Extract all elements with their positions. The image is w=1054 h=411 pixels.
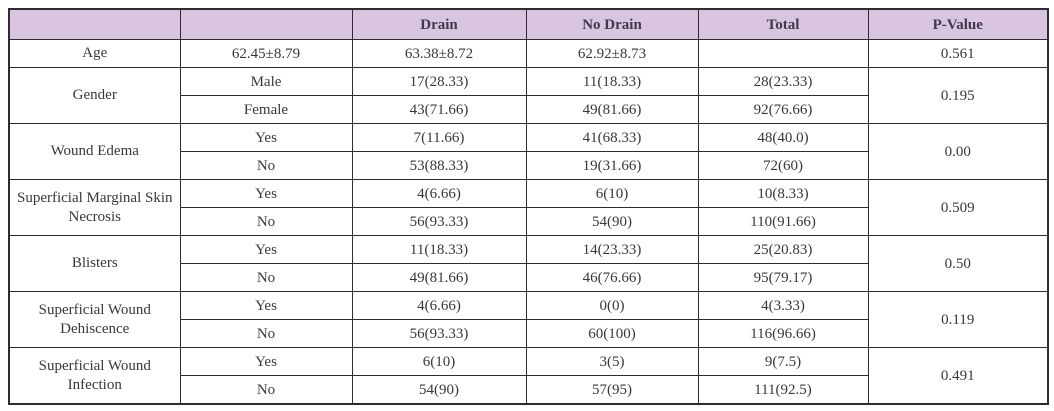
subgroup-cell: Yes	[179, 291, 353, 320]
category-cell: Superficial Marginal Skin Necrosis	[8, 179, 181, 236]
subgroup-cell: Female	[179, 95, 353, 124]
subgroup-cell: Yes	[179, 235, 353, 264]
drain-value-cell: 49(81.66)	[351, 263, 527, 292]
column-header-total: Total	[697, 8, 869, 40]
no-drain-value-cell: 19(31.66)	[525, 151, 699, 180]
total-value-cell: 110(91.66)	[697, 207, 869, 236]
no-drain-value-cell: 60(100)	[525, 319, 699, 348]
total-value-cell: 72(60)	[697, 151, 869, 180]
drain-value-cell: 11(18.33)	[351, 235, 527, 264]
drain-value-cell: 6(10)	[351, 347, 527, 376]
p-value-cell: 0.119	[867, 291, 1049, 348]
no-drain-value-cell: 11(18.33)	[525, 67, 699, 96]
total-value-cell: 92(76.66)	[697, 95, 869, 124]
subgroup-cell: Yes	[179, 179, 353, 208]
drain-value-cell: 43(71.66)	[351, 95, 527, 124]
no-drain-value-cell: 57(95)	[525, 375, 699, 405]
table-header: Drain No Drain Total P-Value	[8, 8, 1049, 40]
table-row: Female 43(71.66) 49(81.66) 92(76.66)	[9, 95, 1048, 124]
table-row: No 54(90) 57(95) 111(92.5)	[9, 375, 1048, 405]
p-value-cell: 0.491	[867, 347, 1049, 405]
no-drain-value-cell: 62.92±8.73	[525, 39, 699, 68]
p-value-cell: 0.00	[867, 123, 1049, 180]
drain-value-cell: 56(93.33)	[351, 207, 527, 236]
drain-value-cell: 63.38±8.72	[351, 39, 527, 68]
p-value-cell: 0.50	[867, 235, 1049, 292]
subgroup-cell: 62.45±8.79	[179, 39, 353, 68]
total-value-cell: 4(3.33)	[697, 291, 869, 320]
total-value-cell: 9(7.5)	[697, 347, 869, 376]
category-cell: Gender	[8, 67, 181, 124]
category-cell: Blisters	[8, 235, 181, 292]
header-row: Drain No Drain Total P-Value	[8, 8, 1049, 40]
table-row: Blisters Yes 11(18.33) 14(23.33) 25(20.83) 0.…	[8, 235, 1049, 292]
no-drain-value-cell: 3(5)	[525, 347, 699, 376]
p-value-cell: 0.561	[867, 39, 1049, 68]
category-cell: Superficial Wound Infection	[8, 347, 181, 405]
subgroup-cell: Male	[179, 67, 353, 96]
drain-value-cell: 54(90)	[351, 375, 527, 405]
subgroup-cell: Yes	[179, 347, 353, 376]
total-value-cell: 116(96.66)	[697, 319, 869, 348]
column-header-no-drain: No Drain	[525, 8, 699, 40]
no-drain-value-cell: 14(23.33)	[525, 235, 699, 264]
category-cell: Wound Edema	[8, 123, 181, 180]
subgroup-cell: No	[179, 151, 353, 180]
header-empty-subgroup	[179, 8, 353, 40]
total-value-cell: 10(8.33)	[697, 179, 869, 208]
no-drain-value-cell: 41(68.33)	[525, 123, 699, 152]
p-value-cell: 0.195	[867, 67, 1049, 124]
total-value-cell: 28(23.33)	[697, 67, 869, 96]
total-value-cell: 48(40.0)	[697, 123, 869, 152]
drain-value-cell: 4(6.66)	[351, 179, 527, 208]
no-drain-value-cell: 46(76.66)	[525, 263, 699, 292]
table-row: No 53(88.33) 19(31.66) 72(60)	[9, 151, 1048, 180]
subgroup-cell: No	[179, 263, 353, 292]
outcomes-comparison-table: Drain No Drain Total P-Value Age 62.45±8.…	[8, 8, 1049, 405]
subgroup-cell: Yes	[179, 123, 353, 152]
category-cell: Superficial Wound Dehiscence	[8, 291, 181, 348]
no-drain-value-cell: 49(81.66)	[525, 95, 699, 124]
p-value-cell: 0.509	[867, 179, 1049, 236]
table-row: Superficial Wound Dehiscence Yes 4(6.66) 0(…	[8, 291, 1049, 348]
total-value-cell: 95(79.17)	[697, 263, 869, 292]
no-drain-value-cell: 0(0)	[525, 291, 699, 320]
table-row: Superficial Wound Infection Yes 6(10) 3(5) 9…	[8, 347, 1049, 405]
total-value-cell: 111(92.5)	[697, 375, 869, 405]
table-row: No 56(93.33) 54(90) 110(91.66)	[9, 207, 1048, 236]
subgroup-cell: No	[179, 207, 353, 236]
no-drain-value-cell: 54(90)	[525, 207, 699, 236]
header-empty-variable	[8, 8, 181, 40]
subgroup-cell: No	[179, 375, 353, 405]
drain-value-cell: 53(88.33)	[351, 151, 527, 180]
column-header-drain: Drain	[351, 8, 527, 40]
column-header-p-value: P-Value	[867, 8, 1049, 40]
drain-value-cell: 7(11.66)	[351, 123, 527, 152]
table-row: Wound Edema Yes 7(11.66) 41(68.33) 48(40.0) 0…	[8, 123, 1049, 180]
drain-value-cell: 17(28.33)	[351, 67, 527, 96]
subgroup-cell: No	[179, 319, 353, 348]
total-value-cell: 25(20.83)	[697, 235, 869, 264]
table-row: Superficial Marginal Skin Necrosis Yes 4(6…	[8, 179, 1049, 236]
table-body: Age 62.45±8.79 63.38±8.72 62.92±8.73 0.561 Ge…	[8, 39, 1049, 405]
table-row: Age 62.45±8.79 63.38±8.72 62.92±8.73 0.561	[8, 39, 1049, 68]
drain-value-cell: 4(6.66)	[351, 291, 527, 320]
table-row: Gender Male 17(28.33) 11(18.33) 28(23.33) 0.1…	[8, 67, 1049, 124]
table-row: No 49(81.66) 46(76.66) 95(79.17)	[9, 263, 1048, 292]
category-cell: Age	[8, 39, 181, 68]
no-drain-value-cell: 6(10)	[525, 179, 699, 208]
drain-value-cell: 56(93.33)	[351, 319, 527, 348]
total-value-cell	[697, 39, 869, 68]
